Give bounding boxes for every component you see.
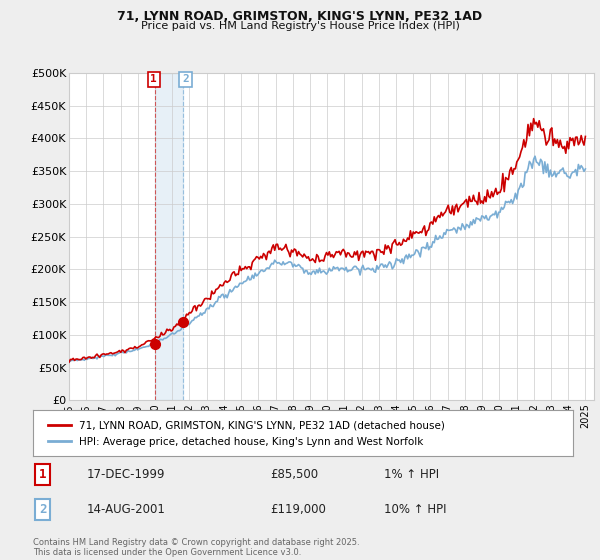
- Text: 2: 2: [39, 503, 46, 516]
- Text: 14-AUG-2001: 14-AUG-2001: [87, 503, 166, 516]
- Text: 2: 2: [182, 74, 189, 85]
- Legend: 71, LYNN ROAD, GRIMSTON, KING'S LYNN, PE32 1AD (detached house), HPI: Average pr: 71, LYNN ROAD, GRIMSTON, KING'S LYNN, PE…: [44, 416, 449, 451]
- Text: 1% ↑ HPI: 1% ↑ HPI: [384, 468, 439, 481]
- Text: £119,000: £119,000: [271, 503, 326, 516]
- Text: 1: 1: [151, 74, 157, 85]
- Text: 17-DEC-1999: 17-DEC-1999: [87, 468, 166, 481]
- Text: Contains HM Land Registry data © Crown copyright and database right 2025.
This d: Contains HM Land Registry data © Crown c…: [33, 538, 359, 557]
- Bar: [155, 73, 183, 400]
- Text: £85,500: £85,500: [271, 468, 319, 481]
- Text: 1: 1: [39, 468, 46, 481]
- Text: 71, LYNN ROAD, GRIMSTON, KING'S LYNN, PE32 1AD: 71, LYNN ROAD, GRIMSTON, KING'S LYNN, PE…: [118, 10, 482, 23]
- Text: Price paid vs. HM Land Registry's House Price Index (HPI): Price paid vs. HM Land Registry's House …: [140, 21, 460, 31]
- Text: 10% ↑ HPI: 10% ↑ HPI: [384, 503, 446, 516]
